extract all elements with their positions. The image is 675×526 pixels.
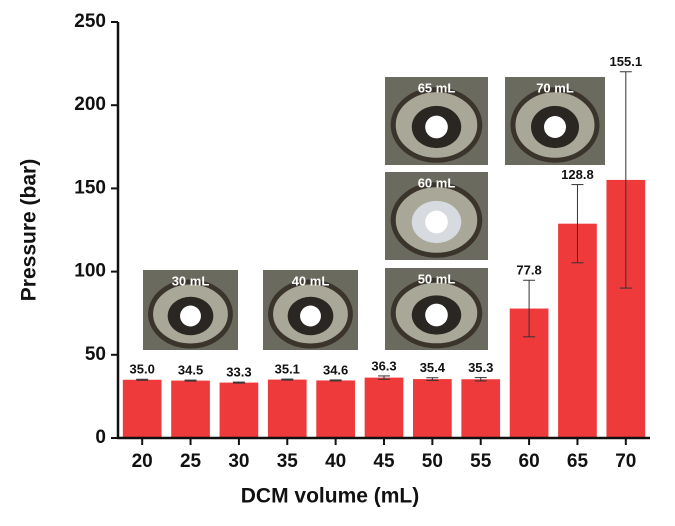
- inset-label: 50 mL: [418, 271, 456, 286]
- error-bar: [281, 378, 294, 381]
- x-tick-label: 60: [519, 451, 540, 472]
- error-bar: [523, 279, 536, 338]
- inset-photo: 40 mL: [263, 270, 358, 350]
- photo-hole: [425, 115, 448, 139]
- inset-label: 65 mL: [418, 80, 456, 95]
- y-tick-label: 100: [74, 261, 106, 282]
- value-label: 35.4: [420, 360, 446, 375]
- x-tick-label: 20: [132, 451, 153, 472]
- y-tick-label: 0: [95, 427, 106, 448]
- error-bar: [571, 184, 584, 264]
- inset-label: 30 mL: [172, 273, 210, 288]
- error-bar: [426, 377, 439, 381]
- x-tick-label: 50: [422, 451, 443, 472]
- value-label: 35.0: [130, 362, 155, 377]
- photo-hole: [425, 303, 448, 327]
- photo-hole: [544, 116, 566, 138]
- inset-photo: 30 mL: [143, 270, 238, 350]
- value-label: 34.6: [323, 362, 348, 377]
- x-tick-label: 40: [325, 451, 346, 472]
- x-tick-label: 45: [373, 451, 395, 472]
- x-tick-label: 55: [470, 451, 492, 472]
- inset-photo: 60 mL: [385, 172, 488, 260]
- error-bar: [378, 375, 390, 380]
- bar: [219, 382, 259, 438]
- y-tick-label: 250: [74, 11, 106, 32]
- error-bar: [619, 71, 632, 289]
- inset-photo: 65 mL: [385, 77, 488, 165]
- bar: [171, 380, 210, 438]
- inset-label: 70 mL: [536, 80, 574, 95]
- y-tick-label: 150: [74, 177, 106, 198]
- bar: [364, 377, 404, 438]
- value-label: 34.5: [178, 363, 203, 378]
- x-tick-label: 35: [277, 451, 299, 472]
- bar: [413, 379, 452, 438]
- bar: [461, 379, 501, 438]
- photo-hole: [180, 305, 201, 327]
- bar: [122, 379, 162, 438]
- value-label: 33.3: [226, 365, 251, 380]
- inset-label: 40 mL: [292, 273, 330, 288]
- value-label: 35.3: [468, 360, 493, 375]
- value-label: 128.8: [561, 167, 594, 182]
- photo-hole: [300, 305, 321, 327]
- x-tick-label: 30: [228, 451, 249, 472]
- error-bar: [232, 381, 245, 384]
- error-bar: [136, 378, 149, 381]
- bar: [267, 379, 307, 438]
- value-label: 155.1: [610, 54, 643, 69]
- error-bar: [474, 377, 487, 382]
- y-tick-label: 50: [85, 344, 106, 365]
- x-tick-label: 25: [180, 451, 202, 472]
- error-bar: [329, 379, 342, 382]
- photo-hole: [425, 210, 448, 234]
- bar: [316, 380, 355, 438]
- x-tick-label: 70: [615, 451, 636, 472]
- value-label: 77.8: [516, 263, 541, 278]
- inset-label: 60 mL: [418, 175, 456, 190]
- value-label: 36.3: [371, 358, 396, 373]
- inset-photo: 50 mL: [385, 268, 488, 350]
- y-axis-label: Pressure (bar): [18, 159, 41, 301]
- value-label: 35.1: [275, 362, 300, 377]
- x-axis-label: DCM volume (mL): [241, 485, 420, 508]
- error-bar: [184, 379, 197, 382]
- y-tick-label: 200: [74, 94, 106, 115]
- x-tick-label: 65: [567, 451, 589, 472]
- inset-photo: 70 mL: [505, 77, 605, 165]
